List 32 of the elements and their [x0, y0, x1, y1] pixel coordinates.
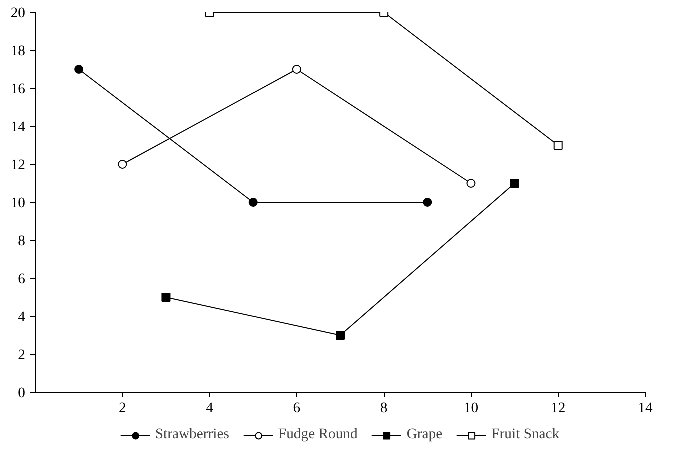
x-tick-label: 4	[206, 400, 214, 416]
x-tick-label: 2	[118, 400, 126, 416]
point	[466, 179, 476, 188]
point	[118, 160, 128, 169]
point	[74, 65, 84, 74]
y-tick-label: 6	[18, 272, 26, 288]
x-tick-label: 12	[551, 400, 566, 416]
y-tick-label: 12	[10, 158, 26, 174]
y-tick-label: 16	[10, 82, 26, 98]
point	[162, 293, 171, 302]
x-tick-label: 14	[638, 400, 654, 416]
x-tick-label: 8	[380, 400, 388, 416]
y-tick-label: 20	[10, 6, 26, 22]
x-tick-label: 10	[464, 400, 479, 416]
point	[510, 179, 520, 188]
x-tick-label: 6	[293, 400, 301, 416]
y-tick-label: 8	[18, 234, 26, 250]
legend-label: Strawberries	[155, 426, 230, 444]
y-tick-label: 10	[10, 196, 26, 212]
y-tick-label: 18	[10, 44, 26, 60]
point	[336, 331, 345, 340]
legend-label: Grape	[406, 426, 443, 444]
y-tick-label: 14	[10, 120, 26, 136]
point	[248, 198, 258, 207]
point	[423, 198, 432, 207]
legend-label: Fudge Round	[278, 426, 358, 444]
point	[554, 141, 563, 150]
y-tick-label: 0	[18, 386, 26, 402]
point	[292, 65, 302, 74]
legend-label: Fruit Snack	[492, 426, 560, 444]
y-tick-label: 2	[18, 348, 26, 364]
y-tick-label: 4	[18, 310, 26, 326]
